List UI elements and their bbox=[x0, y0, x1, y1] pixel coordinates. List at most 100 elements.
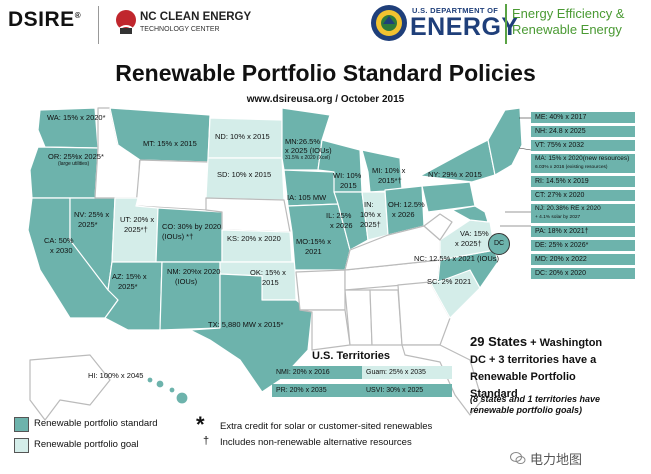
label-mn-2: x 2025 (IOUs) bbox=[285, 146, 332, 155]
label-oh: OH: 12.5% bbox=[388, 200, 425, 209]
header-divider bbox=[98, 6, 99, 44]
label-az: AZ: 15% x bbox=[112, 272, 147, 281]
state-fl bbox=[401, 344, 483, 416]
label-oh-2: x 2026 bbox=[392, 210, 415, 219]
ne-dc: DC: 20% x 2020 bbox=[531, 268, 635, 279]
label-nv: NV: 25% x bbox=[74, 210, 110, 219]
label-mi-2: 2015*† bbox=[378, 176, 402, 185]
legend-goal-label: Renewable portfolio goal bbox=[34, 439, 139, 450]
page-subtitle: www.dsireusa.org / October 2015 bbox=[246, 94, 405, 105]
label-ks: KS: 20% x 2020 bbox=[227, 234, 281, 243]
state-ms bbox=[344, 289, 373, 346]
territory-nmi: NMI: 20% x 2016 bbox=[272, 366, 362, 379]
ne-nh: NH: 24.8 x 2025 bbox=[531, 126, 635, 137]
label-in-2: 10% x bbox=[360, 210, 381, 219]
summary-note-2: renewable portfolio goals) bbox=[470, 405, 583, 415]
label-co-2: (IOUs) *† bbox=[162, 232, 194, 241]
territories-title: U.S. Territories bbox=[312, 350, 391, 362]
label-or: OR: 25%x 2025* bbox=[48, 152, 104, 161]
label-mt: MT: 15% x 2015 bbox=[143, 139, 197, 148]
label-il-2: x 2026 bbox=[330, 221, 353, 230]
ne-me: ME: 40% x 2017 bbox=[531, 112, 635, 123]
summary-note-1: (8 states and 1 territories have bbox=[470, 394, 601, 404]
territory-usvi: USVI: 30% x 2025 bbox=[362, 384, 452, 397]
territory-guam: Guam: 25% x 2035 bbox=[362, 366, 452, 379]
dc-marker: DC bbox=[488, 233, 510, 255]
eere-line1: Energy Efficiency & bbox=[512, 6, 625, 21]
label-ia: IA: 105 MW bbox=[287, 193, 327, 202]
label-sc: SC: 2% 2021 bbox=[427, 277, 472, 286]
ne-ct: CT: 27% x 2020 bbox=[531, 190, 635, 201]
label-il: IL: 25% bbox=[326, 211, 352, 220]
state-wv bbox=[423, 213, 453, 241]
label-ca: CA: 50% bbox=[44, 236, 74, 245]
doe-department-line: U.S. DEPARTMENT OF bbox=[412, 6, 499, 15]
legend-star-text: Extra credit for solar or customer-sited… bbox=[220, 421, 433, 432]
summary-line2: DC + 3 territories have a bbox=[470, 354, 597, 366]
state-wy bbox=[135, 159, 209, 211]
state-new-england bbox=[487, 107, 523, 176]
label-az-2: 2025* bbox=[118, 282, 138, 291]
summary-note: (8 states and 1 territories have renewab… bbox=[470, 394, 645, 416]
label-mi: MI: 10% x bbox=[372, 166, 406, 175]
label-wi-2: 2015 bbox=[340, 181, 357, 190]
watermark-text: 电力地图 bbox=[530, 452, 583, 467]
state-sd bbox=[205, 157, 285, 201]
label-nd: ND: 10% x 2015 bbox=[215, 132, 270, 141]
summary-text: 29 States + Washington DC + 3 territorie… bbox=[470, 334, 645, 402]
state-ga bbox=[397, 281, 451, 346]
summary-line4: Standard bbox=[470, 388, 518, 400]
label-mn: MN:26.5% bbox=[285, 137, 321, 146]
nccetc-logo-icon bbox=[116, 10, 136, 34]
legend-dagger-symbol: † bbox=[203, 435, 210, 447]
label-or-note: (large utilities) bbox=[58, 161, 90, 167]
doe-energy-wordmark: ENERGY bbox=[410, 13, 519, 41]
ne-ma-line1: MA: 15% x 2020(new resources) bbox=[535, 155, 630, 162]
label-ut: UT: 20% x bbox=[120, 215, 155, 224]
ne-nj-line2: + 4.1% solar by 2027 bbox=[535, 215, 581, 220]
state-ak bbox=[29, 354, 111, 421]
wechat-icon bbox=[510, 452, 526, 464]
territory-pr: PR: 20% x 2035 bbox=[272, 384, 362, 397]
ne-vt: VT: 75% x 2032 bbox=[531, 140, 635, 151]
eere-line2: Renewable Energy bbox=[512, 22, 622, 37]
label-wa: WA: 15% x 2020* bbox=[47, 113, 106, 122]
legend-dagger-text: Includes non-renewable alternative resou… bbox=[220, 437, 412, 448]
ne-pa: PA: 18% x 2021† bbox=[531, 226, 635, 237]
label-ok-2: 2015 bbox=[262, 278, 279, 287]
state-al bbox=[369, 289, 403, 346]
header-bar: DSIRE® NC CLEAN ENERGY TECHNOLOGY CENTER… bbox=[0, 0, 651, 52]
label-va-2: x 2025† bbox=[455, 239, 482, 248]
label-nv-2: 2025* bbox=[78, 220, 98, 229]
label-in-3: 2025† bbox=[360, 220, 381, 229]
label-sd: SD: 10% x 2015 bbox=[217, 170, 272, 179]
summary-dc: + Washington bbox=[527, 337, 603, 349]
state-tx bbox=[189, 273, 313, 393]
label-ok: OK: 15% x bbox=[250, 268, 286, 277]
ne-nj: NJ: 20.38% RE x 2020 + 4.1% solar by 202… bbox=[531, 204, 635, 223]
ne-ma: MA: 15% x 2020(new resources) 6.03% x 20… bbox=[531, 154, 635, 173]
label-nm: NM: 20%x 2020 bbox=[167, 267, 221, 276]
ne-ma-line2: 6.03% x 2016 (existing resources) bbox=[535, 165, 608, 170]
label-mo: MO:15% x bbox=[296, 237, 332, 246]
label-hi: HI: 100% x 2045 bbox=[88, 371, 144, 380]
eere-divider bbox=[505, 4, 649, 44]
label-nc: NC: 12.5% x 2021 (IOUs) bbox=[414, 254, 500, 263]
legend-goal-swatch bbox=[14, 438, 29, 453]
label-mn-3: 31.5% x 2020 (Xcel) bbox=[285, 155, 331, 161]
legend-star-symbol: * bbox=[196, 412, 205, 437]
dsire-logo: DSIRE® bbox=[8, 8, 82, 31]
legend-standard-label: Renewable portfolio standard bbox=[34, 418, 158, 429]
label-ut-2: 2025*† bbox=[124, 225, 148, 234]
label-in: IN: bbox=[364, 200, 374, 209]
ne-de: DE: 25% x 2026* bbox=[531, 240, 635, 251]
label-ny: NY: 29% x 2015 bbox=[428, 170, 482, 179]
nccetc-name: NC CLEAN ENERGY bbox=[140, 11, 252, 23]
state-la bbox=[299, 309, 351, 351]
label-va: VA: 15% bbox=[460, 229, 489, 238]
label-mo-2: 2021 bbox=[305, 247, 322, 256]
doe-seal-icon bbox=[371, 5, 407, 41]
summary-line3: Renewable Portfolio bbox=[470, 371, 576, 383]
state-nj-de-md bbox=[451, 205, 489, 223]
state-hi bbox=[146, 376, 189, 405]
